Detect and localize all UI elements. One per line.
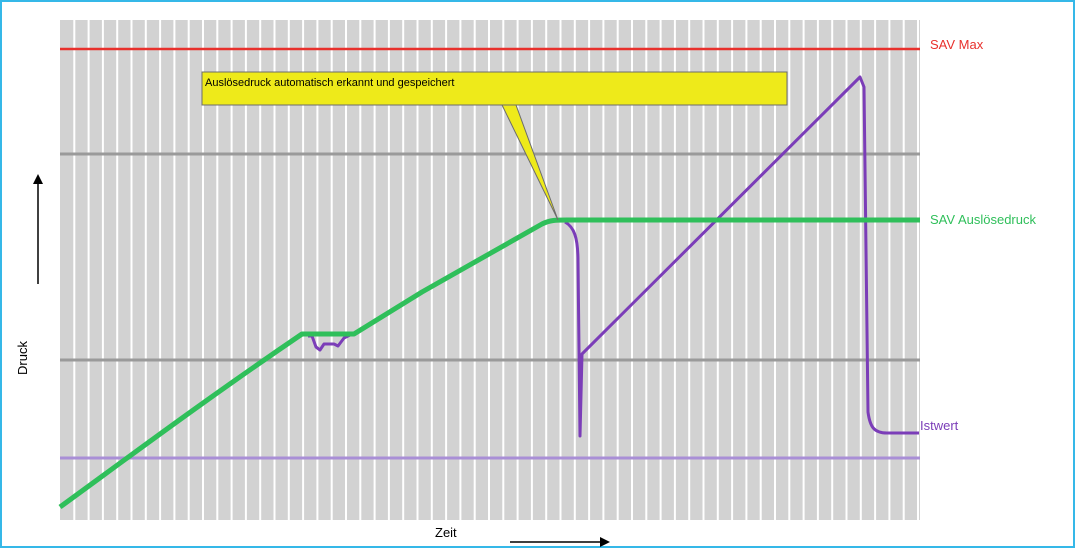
callout-box bbox=[201, 71, 788, 106]
sav-ausloesedruck-curve bbox=[58, 217, 920, 510]
x-axis-arrowhead bbox=[600, 537, 610, 547]
sav-max-label: SAV Max bbox=[930, 37, 984, 52]
y-axis-arrowhead bbox=[33, 174, 43, 184]
istwert-label: Istwert bbox=[920, 418, 959, 433]
sav-ausloesedruck-label: SAV Auslösedruck bbox=[930, 212, 1036, 227]
y-axis-label: Druck bbox=[15, 341, 30, 375]
callout-text: Auslösedruck automatisch erkannt und ges… bbox=[205, 77, 454, 89]
x-axis-label: Zeit bbox=[435, 525, 457, 540]
grid-lines bbox=[73, 20, 919, 520]
istwert-curve bbox=[308, 75, 919, 438]
